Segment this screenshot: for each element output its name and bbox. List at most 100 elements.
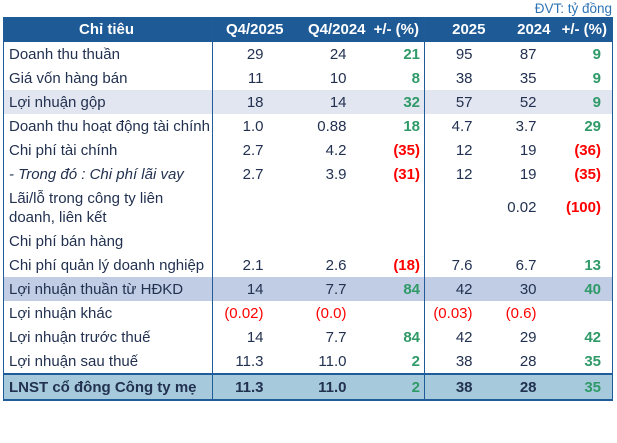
cell-value: (0.6): [505, 304, 537, 322]
cell-value: 2.1: [242, 256, 264, 274]
cell-value: 84: [370, 325, 425, 349]
table-row: Lợi nhuận trước thuế 14 7.7 84 42 29 42: [3, 325, 613, 349]
cell-value: 87: [519, 45, 537, 63]
cell-value: 1.0: [242, 117, 264, 135]
cell-value: 12: [455, 141, 473, 159]
row-label: Chi phí tài chính: [3, 138, 213, 162]
cell-value: [289, 229, 371, 253]
cell-value: 30: [490, 277, 556, 301]
cell-value: 21: [370, 42, 425, 66]
table-row: Chi phí bán hàng: [3, 229, 613, 253]
cell-value: 40: [555, 277, 613, 301]
cell-value: 29: [584, 117, 601, 135]
row-label: Giá vốn hàng bán: [3, 66, 213, 90]
cell-value: 8: [370, 66, 425, 90]
column-header: Q4/2024: [288, 17, 371, 42]
cell-value: 35: [555, 373, 613, 400]
column-header: +/- (%): [555, 17, 613, 42]
table-row: Chi phí quản lý doanh nghiệp 2.1 2.6 (18) 7.…: [3, 253, 613, 277]
cell-value: [370, 301, 425, 325]
table-row: Lợi nhuận khác (0.02) (0.0) (0.03) (0.6): [3, 301, 613, 325]
cell-value: 12: [455, 165, 473, 183]
cell-value: (100): [565, 199, 601, 216]
cell-value: 42: [424, 277, 491, 301]
cell-value: 38: [455, 352, 473, 370]
row-label: Chi phí quản lý doanh nghiệp: [3, 253, 213, 277]
cell-value: 2.6: [325, 256, 347, 274]
cell-value: 35: [584, 352, 601, 370]
cell-value: 11: [247, 69, 264, 87]
cell-value: 7.6: [451, 256, 473, 274]
cell-value: [213, 186, 289, 229]
cell-value: [425, 186, 491, 229]
cell-value: 35: [519, 69, 537, 87]
cell-value: 11.0: [318, 352, 347, 370]
column-header: 2024: [490, 17, 556, 42]
cell-value: 18: [370, 114, 425, 138]
cell-value: 9: [592, 69, 601, 87]
table-header-row: Chỉ tiêu Q4/2025 Q4/2024 +/- (%) 2025 2024 +/-…: [3, 17, 613, 42]
row-label: - Trong đó : Chi phí lãi vay: [3, 162, 213, 186]
cell-value: 38: [455, 69, 473, 87]
cell-value: (35): [574, 165, 601, 183]
cell-value: 14: [212, 277, 289, 301]
unit-label: ĐVT: tỷ đồng: [534, 1, 612, 16]
column-header: Q4/2025: [212, 17, 289, 42]
cell-value: 2: [370, 349, 425, 374]
cell-value: 7.7: [325, 328, 347, 346]
column-header: 2025: [424, 17, 491, 42]
table-row: Lợi nhuận thuần từ HĐKD 14 7.7 84 42 30 40: [3, 277, 613, 301]
cell-value: 95: [455, 45, 473, 63]
cell-value: 18: [212, 90, 289, 114]
row-label: Lợi nhuận khác: [3, 301, 213, 325]
cell-value: 11.3: [235, 352, 264, 370]
cell-value: 24: [329, 45, 347, 63]
cell-value: 38: [424, 373, 491, 400]
cell-value: 14: [246, 328, 264, 346]
cell-value: 4.7: [451, 117, 473, 135]
cell-value: 9: [592, 45, 601, 63]
row-label: LNST cổ đông Công ty mẹ: [3, 373, 213, 400]
cell-value: [556, 301, 613, 325]
cell-value: (31): [370, 162, 425, 186]
column-header-label: Chỉ tiêu: [3, 17, 213, 42]
cell-value: 2.7: [242, 165, 264, 183]
cell-value: 29: [519, 328, 537, 346]
cell-value: 57: [424, 90, 491, 114]
table-body: Doanh thu thuần 29 24 21 95 87 9 Giá vốn hàng b…: [3, 42, 613, 400]
cell-value: [289, 186, 371, 229]
cell-value: 29: [246, 45, 264, 63]
cell-value: 13: [584, 256, 601, 274]
cell-value: (0.0): [315, 304, 347, 322]
cell-value: 52: [490, 90, 556, 114]
row-label: Lợi nhuận trước thuế: [3, 325, 213, 349]
table-row: Chi phí tài chính 2.7 4.2 (35) 12 19 (36): [3, 138, 613, 162]
row-label: Lợi nhuận sau thuế: [3, 349, 213, 374]
table-row: Doanh thu thuần 29 24 21 95 87 9: [3, 42, 613, 66]
cell-value: [213, 229, 289, 253]
cell-value: 28: [490, 373, 556, 400]
financial-results-table: Chỉ tiêu Q4/2025 Q4/2024 +/- (%) 2025 2024 +/-…: [3, 17, 613, 401]
cell-value: 28: [519, 352, 537, 370]
row-label: Lợi nhuận gộp: [3, 90, 213, 114]
cell-value: [370, 229, 425, 253]
table-row: Lợi nhuận gộp 18 14 32 57 52 9: [3, 90, 613, 114]
cell-value: 32: [370, 90, 425, 114]
cell-value: (0.03): [433, 304, 473, 322]
cell-value: 10: [329, 69, 347, 87]
cell-value: 4.2: [325, 141, 347, 159]
cell-value: 2.7: [242, 141, 264, 159]
table-row: - Trong đó : Chi phí lãi vay 2.7 3.9 (31) 12…: [3, 162, 613, 186]
cell-value: [425, 229, 491, 253]
cell-value: (18): [370, 253, 425, 277]
row-label: Lãi/lỗ trong công ty liên doanh, liên kế…: [3, 186, 213, 229]
table-row: Giá vốn hàng bán 11 10 8 38 35 9: [3, 66, 613, 90]
cell-value: 3.9: [325, 165, 347, 183]
cell-value: 19: [519, 141, 537, 159]
column-header: +/- (%): [370, 17, 425, 42]
cell-value: [556, 229, 613, 253]
row-label: Lợi nhuận thuần từ HĐKD: [3, 277, 213, 301]
cell-value: [491, 229, 556, 253]
row-label: Doanh thu hoạt động tài chính: [3, 114, 213, 138]
